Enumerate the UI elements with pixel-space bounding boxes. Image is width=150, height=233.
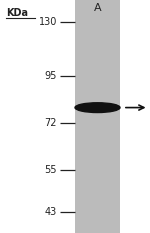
Text: A: A xyxy=(94,3,101,13)
Text: 43: 43 xyxy=(45,207,57,217)
Text: 55: 55 xyxy=(45,165,57,175)
Text: 72: 72 xyxy=(45,118,57,128)
Text: KDa: KDa xyxy=(6,8,28,18)
Bar xyxy=(75,0,120,233)
Ellipse shape xyxy=(75,103,120,113)
Text: 95: 95 xyxy=(45,71,57,81)
Text: 130: 130 xyxy=(39,17,57,27)
